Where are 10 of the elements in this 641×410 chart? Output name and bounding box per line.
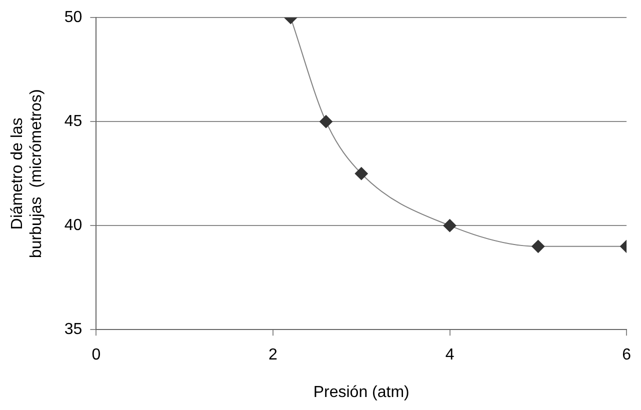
y-tick-label: 45: [64, 113, 82, 130]
x-tick-label: 4: [445, 346, 454, 364]
y-tick-label: 50: [64, 9, 82, 26]
x-axis-title: Presión (atm): [313, 384, 410, 401]
y-tick-label: 40: [64, 217, 82, 234]
x-tick-label: 2: [268, 346, 278, 364]
y-tick-label: 35: [64, 321, 82, 338]
y-axis-title: Diámetro de las burbujas (micrómetros): [9, 89, 46, 258]
x-tick-label: 0: [92, 346, 101, 364]
x-tick-label: 6: [622, 346, 632, 364]
